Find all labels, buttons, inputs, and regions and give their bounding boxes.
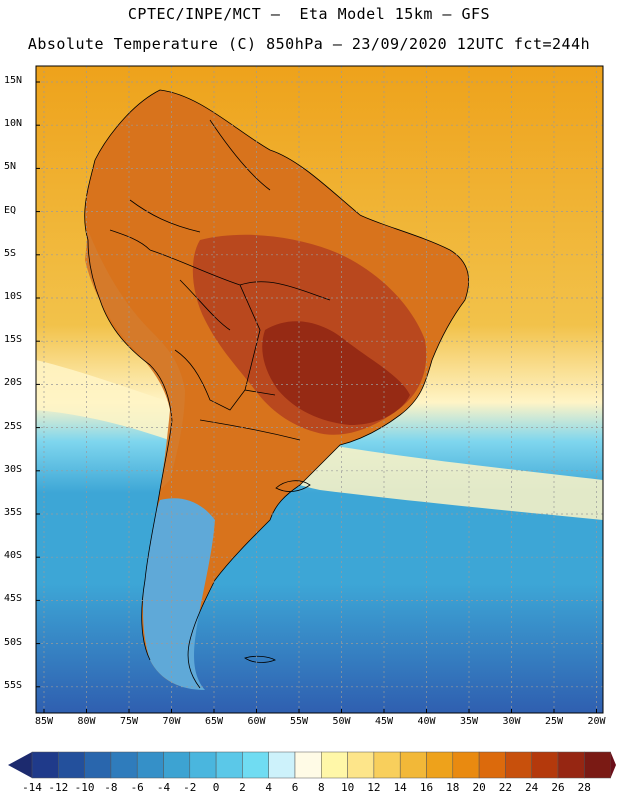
colorbar-label: 28 bbox=[577, 781, 591, 794]
lon-label: 30W bbox=[502, 716, 521, 727]
colorbar-label: -10 bbox=[74, 781, 95, 794]
colorbar-swatch bbox=[242, 751, 269, 779]
lon-label: 50W bbox=[332, 716, 351, 727]
lon-label: 45W bbox=[374, 716, 394, 727]
colorbar-under-arrow bbox=[8, 752, 32, 778]
lat-label: 15S bbox=[4, 334, 23, 346]
colorbar-swatch bbox=[373, 751, 401, 779]
lon-label: 40W bbox=[417, 716, 436, 727]
colorbar-swatch bbox=[110, 751, 138, 779]
lat-label: 5S bbox=[4, 247, 17, 259]
colorbar-label: 16 bbox=[419, 781, 434, 794]
lat-label: 10S bbox=[4, 291, 23, 302]
lat-label: EQ bbox=[4, 204, 17, 216]
lon-label: 85W bbox=[34, 716, 54, 727]
colorbar-swatch bbox=[531, 751, 559, 779]
lat-label: 55S bbox=[4, 679, 23, 691]
colorbar bbox=[8, 751, 616, 779]
colorbar-label: 24 bbox=[525, 781, 539, 794]
lat-label: 40S bbox=[4, 550, 23, 562]
colorbar-swatch bbox=[426, 751, 454, 779]
chart-title-line1: CPTEC/INPE/MCT – Eta Model 15km – GFS bbox=[127, 5, 491, 23]
colorbar-label: 26 bbox=[551, 781, 565, 794]
chart-title-line2: Absolute Temperature (C) 850hPa – 23/09/… bbox=[27, 35, 591, 53]
colorbar-label: 4 bbox=[265, 781, 272, 794]
colorbar-swatch bbox=[321, 751, 348, 779]
colorbar-label: -6 bbox=[130, 781, 144, 794]
colorbar-swatch bbox=[215, 751, 243, 779]
lon-label: 35W bbox=[459, 716, 479, 727]
colorbar-swatch bbox=[478, 751, 506, 779]
colorbar-label: 0 bbox=[212, 781, 220, 794]
colorbar-label: -8 bbox=[104, 781, 118, 794]
colorbar-over-arrow bbox=[610, 752, 616, 778]
colorbar-swatch bbox=[163, 751, 191, 779]
colorbar-swatch bbox=[557, 751, 585, 779]
colorbar-label: 6 bbox=[291, 781, 299, 794]
colorbar-swatch bbox=[136, 751, 164, 779]
andes-band bbox=[85, 230, 185, 490]
lat-label: 30S bbox=[4, 463, 23, 475]
colorbar-label: 22 bbox=[498, 781, 513, 794]
lon-label: 80W bbox=[77, 716, 96, 727]
lat-label: 5N bbox=[4, 161, 17, 173]
colorbar-swatch bbox=[399, 751, 427, 779]
colorbar-swatch bbox=[58, 751, 85, 779]
lat-label: 50S bbox=[4, 636, 23, 648]
colorbar-swatch bbox=[294, 751, 322, 779]
colorbar-label: -4 bbox=[156, 781, 171, 794]
lon-label: 75W bbox=[119, 716, 139, 727]
lon-label: 65W bbox=[204, 716, 224, 727]
patagonia-cold bbox=[143, 498, 215, 690]
lat-label: 20S bbox=[4, 377, 23, 389]
lat-label: 45S bbox=[4, 593, 23, 605]
colorbar-label: -12 bbox=[48, 781, 69, 794]
colorbar-label: 10 bbox=[340, 781, 355, 794]
lon-label: 70W bbox=[162, 716, 181, 727]
colorbar-label: 2 bbox=[239, 781, 246, 794]
colorbar-label: 18 bbox=[446, 781, 460, 794]
colorbar-swatch bbox=[268, 751, 296, 779]
colorbar-swatch bbox=[505, 751, 532, 779]
lat-label: 35S bbox=[4, 507, 23, 518]
colorbar-swatch bbox=[84, 751, 112, 779]
lat-label: 25S bbox=[4, 420, 23, 432]
colorbar-label: -2 bbox=[183, 781, 197, 794]
lon-label: 25W bbox=[544, 716, 564, 727]
colorbar-swatch bbox=[584, 751, 611, 779]
borders bbox=[84, 89, 470, 689]
front-band bbox=[36, 360, 603, 520]
lon-label: 60W bbox=[247, 716, 266, 727]
colorbar-swatch bbox=[452, 751, 480, 779]
colorbar-label: 20 bbox=[472, 781, 486, 794]
colorbar-label: -14 bbox=[22, 781, 42, 794]
colorbar-label: 12 bbox=[367, 781, 381, 794]
lon-label: 20W bbox=[587, 716, 606, 727]
colorbar-swatch bbox=[189, 751, 217, 779]
lat-label: 15N bbox=[4, 75, 23, 86]
lat-label: 10N bbox=[4, 118, 23, 130]
colorbar-label: 14 bbox=[393, 781, 407, 794]
colorbar-label: 8 bbox=[317, 781, 325, 794]
lon-label: 55W bbox=[289, 716, 309, 727]
colorbar-swatch bbox=[31, 751, 59, 779]
colorbar-swatch bbox=[347, 751, 375, 779]
